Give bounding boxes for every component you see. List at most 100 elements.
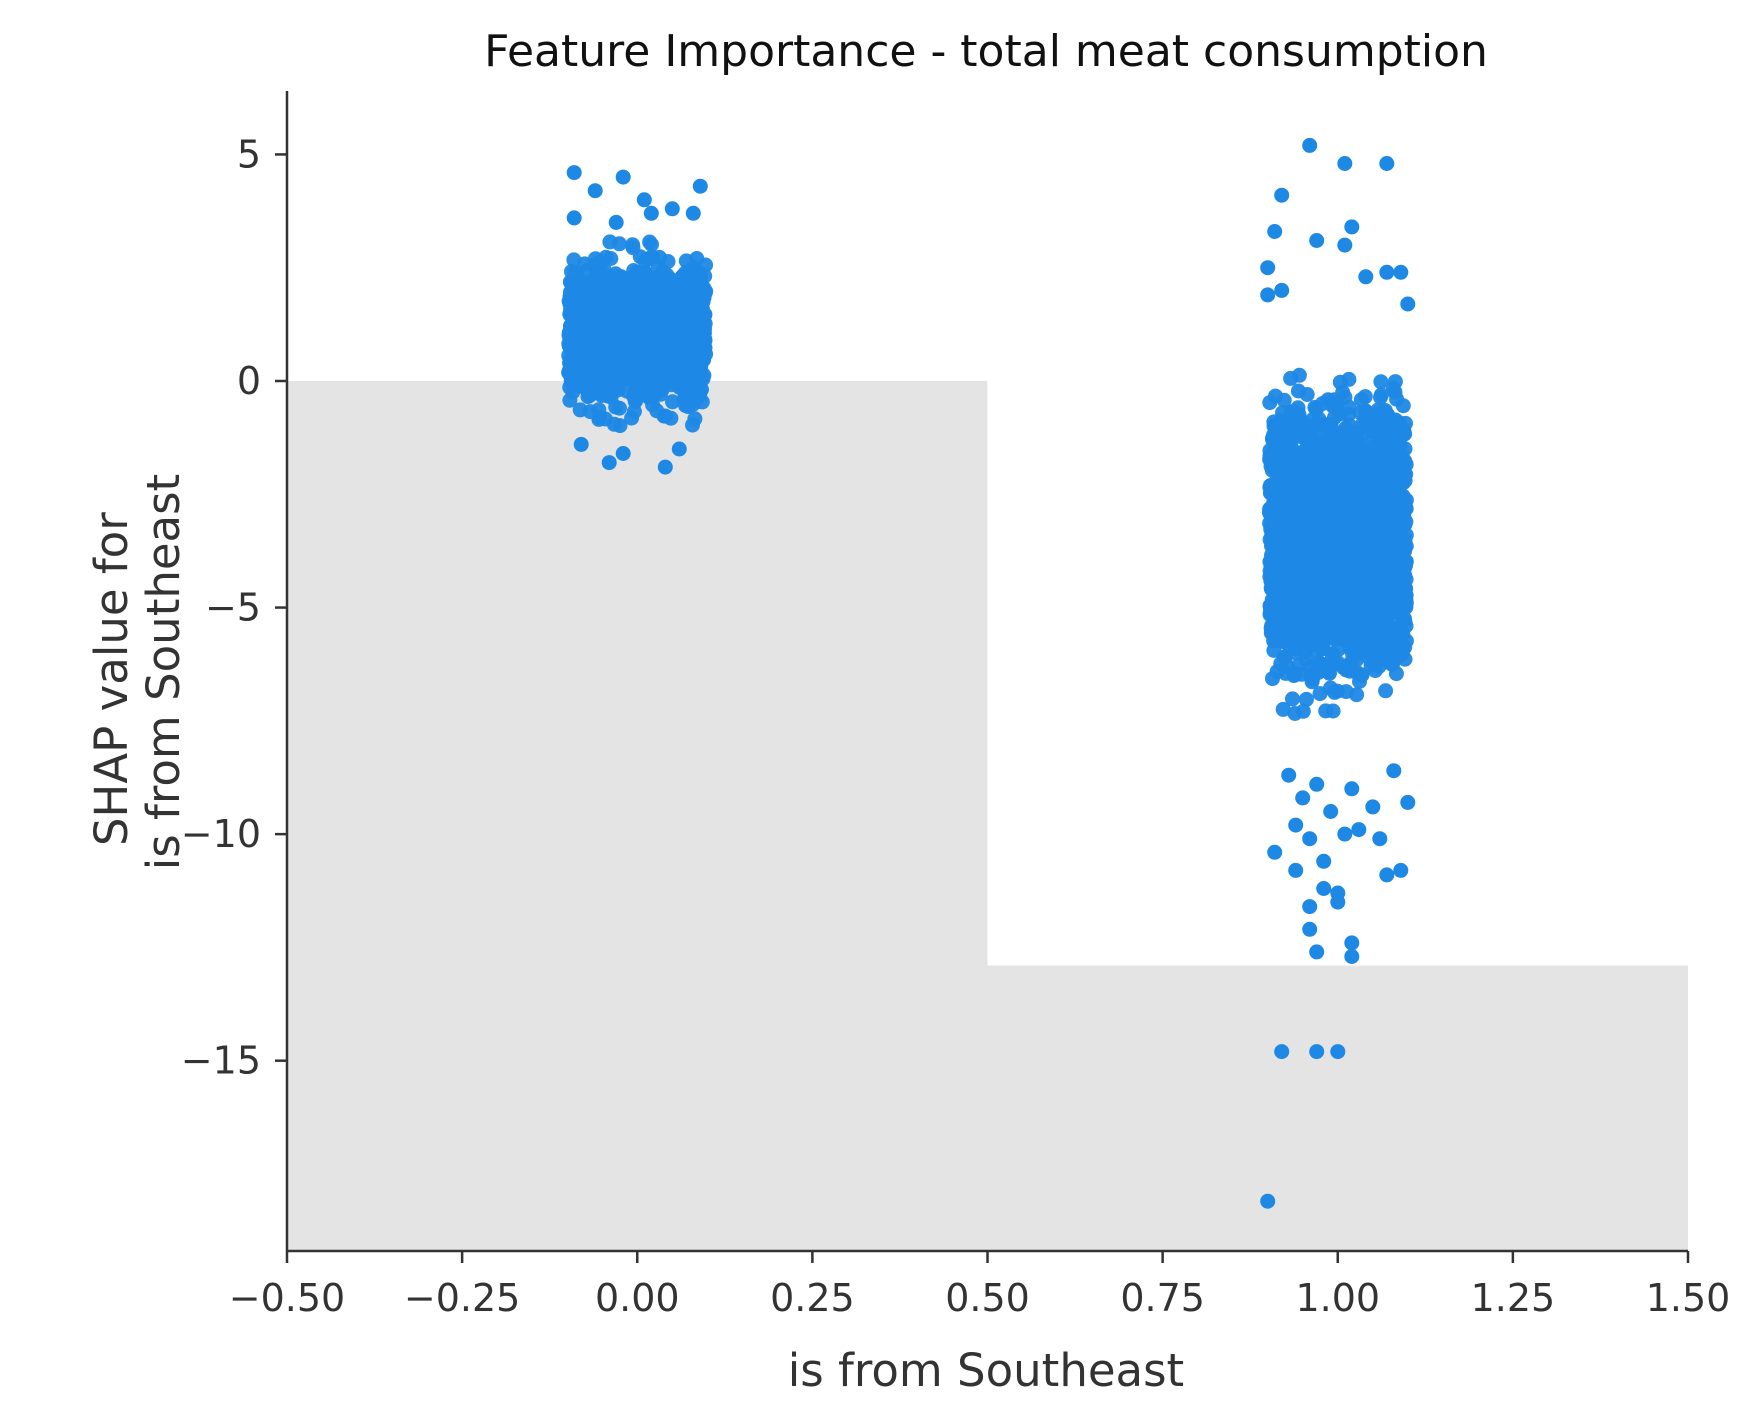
data-point	[1393, 862, 1409, 878]
data-point	[1364, 531, 1380, 547]
data-point	[610, 382, 625, 398]
data-point	[1358, 269, 1374, 285]
data-point	[1290, 527, 1305, 543]
data-point	[566, 210, 582, 226]
data-point	[605, 270, 621, 286]
y-axis-label: SHAP value for is from Southeast	[85, 474, 190, 870]
data-point	[1281, 467, 1297, 483]
histogram-bar-1	[987, 965, 1688, 1251]
data-point	[1392, 581, 1408, 597]
data-point	[573, 436, 589, 452]
data-point	[1275, 574, 1291, 590]
data-point	[618, 326, 634, 342]
data-point	[1295, 703, 1311, 719]
x-tick-label: 1.00	[1295, 1276, 1380, 1320]
data-point	[621, 302, 637, 318]
x-tick-label: 0.25	[770, 1276, 855, 1320]
data-point	[615, 169, 631, 185]
data-point	[1393, 264, 1409, 280]
data-point	[1377, 517, 1393, 533]
y-tick-label: 5	[237, 132, 261, 176]
y-tick-label: −10	[181, 812, 261, 856]
data-point	[655, 324, 671, 340]
data-point	[1363, 444, 1379, 460]
data-point	[650, 308, 666, 324]
data-point	[683, 353, 699, 369]
data-point	[682, 306, 698, 322]
data-point	[619, 354, 635, 370]
data-point	[1325, 573, 1341, 589]
data-point	[1267, 459, 1283, 475]
x-tick-label: 1.50	[1646, 1276, 1731, 1320]
data-point	[562, 392, 578, 408]
data-point	[1295, 790, 1311, 806]
data-point	[1279, 635, 1295, 651]
data-point	[581, 301, 597, 317]
x-tick-label: 0.00	[595, 1276, 680, 1320]
data-point	[657, 459, 673, 475]
data-point	[681, 339, 697, 355]
data-point	[652, 356, 668, 372]
data-point	[1353, 392, 1369, 408]
data-point	[1302, 831, 1318, 847]
data-point	[1314, 594, 1330, 610]
data-point	[1391, 415, 1407, 431]
data-point	[1352, 531, 1368, 547]
data-point	[637, 253, 653, 269]
data-point	[1359, 404, 1375, 420]
data-point	[1390, 604, 1406, 620]
data-point	[600, 309, 616, 325]
data-point	[1327, 684, 1343, 700]
data-point	[1379, 156, 1395, 171]
data-point	[1377, 499, 1393, 515]
data-point	[1339, 550, 1355, 566]
y-tick-label: 0	[237, 359, 261, 403]
data-point	[1309, 776, 1325, 792]
data-point	[574, 339, 590, 355]
data-point	[1330, 894, 1346, 910]
data-point	[644, 237, 659, 252]
data-point	[588, 251, 603, 267]
data-point	[583, 380, 599, 396]
data-point	[1282, 556, 1297, 572]
data-point	[1341, 399, 1357, 415]
data-point	[1318, 530, 1334, 546]
data-point	[1266, 447, 1282, 463]
scatter-points	[561, 137, 1416, 1209]
data-point	[1387, 374, 1403, 390]
data-point	[652, 249, 667, 265]
x-tick-label: 1.25	[1471, 1276, 1556, 1320]
data-point	[568, 375, 583, 391]
data-point	[1288, 862, 1304, 878]
data-point	[1356, 456, 1372, 472]
data-point	[1264, 486, 1280, 501]
y-ticks: 5 0 −5 −10 −15	[181, 132, 287, 1083]
data-point	[1359, 576, 1374, 592]
data-point	[1274, 187, 1290, 203]
data-point	[1379, 264, 1395, 280]
data-point	[1389, 391, 1405, 407]
x-tick-label: −0.25	[404, 1276, 520, 1320]
data-point	[1307, 399, 1323, 415]
data-point	[1284, 445, 1300, 461]
background-histogram	[287, 381, 1688, 1251]
data-point	[1337, 156, 1353, 171]
data-point	[1372, 831, 1388, 847]
data-point	[646, 372, 662, 388]
data-point	[1299, 565, 1314, 581]
data-point	[563, 339, 579, 355]
data-point	[1339, 580, 1355, 596]
data-point	[636, 326, 652, 341]
data-point	[572, 402, 588, 418]
data-point	[665, 356, 681, 372]
data-point	[615, 446, 631, 461]
data-point	[1381, 539, 1397, 555]
data-point	[1312, 655, 1328, 671]
data-point	[594, 348, 610, 364]
data-point	[602, 234, 618, 250]
data-point	[1338, 662, 1354, 678]
data-point	[697, 307, 713, 323]
data-point	[1288, 817, 1304, 833]
data-point	[1330, 1044, 1346, 1060]
